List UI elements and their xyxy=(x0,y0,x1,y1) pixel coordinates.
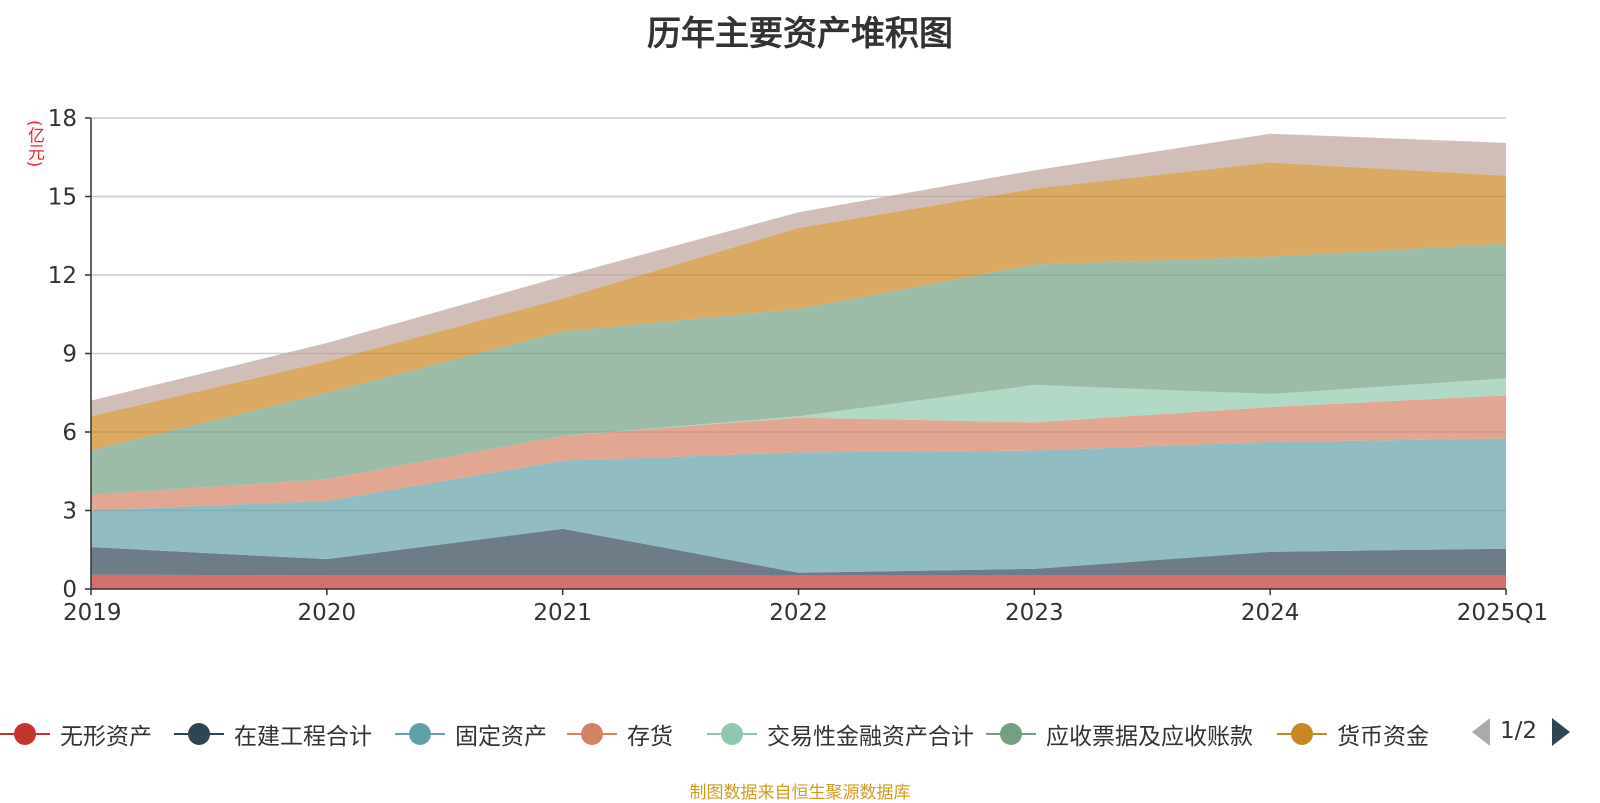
legend-item[interactable]: 交易性金融资产合计 xyxy=(707,716,974,752)
legend-marker-icon xyxy=(395,722,445,746)
axes: 0 3 6 9 12 15 18 2019 2020 2021 2022 2023 2024 2025Q1 xyxy=(48,106,1548,626)
legend-label: 在建工程合计 xyxy=(234,724,372,750)
legend-label: 存货 xyxy=(627,724,673,750)
stacked-area-chart: 0 3 6 9 12 15 18 2019 2020 2021 2022 2023 2024 2025Q1 xyxy=(48,106,1548,626)
area-series-2 xyxy=(91,528,1506,576)
area-series-layer xyxy=(91,133,1506,589)
x-tick-label: 2019 xyxy=(63,600,122,626)
area-series-5 xyxy=(91,378,1506,495)
area-series-1 xyxy=(91,574,1506,589)
y-tick-label: 0 xyxy=(62,577,77,603)
area-series-6 xyxy=(91,243,1506,495)
legend-marker-icon xyxy=(0,722,50,746)
legend-item[interactable]: 无形资产 xyxy=(0,716,152,752)
legend-next-page-button[interactable] xyxy=(1552,718,1570,746)
y-tick-label: 18 xyxy=(48,106,77,132)
legend-marker-icon xyxy=(1277,722,1327,746)
legend: 无形资产 在建工程合计 固定资产 存货 交易性金融资产合计 应收票据及应收账款 货币资金 xyxy=(0,716,1600,752)
y-axis-unit-label: (亿元) xyxy=(24,120,44,168)
area-series-4 xyxy=(91,395,1506,511)
y-tick-label: 6 xyxy=(62,420,77,446)
legend-marker-icon xyxy=(986,722,1036,746)
x-tick-label: 2021 xyxy=(533,600,592,626)
legend-item[interactable]: 在建工程合计 xyxy=(174,716,372,752)
legend-label: 交易性金融资产合计 xyxy=(767,724,974,750)
x-tick-label: 2025Q1 xyxy=(1457,600,1548,626)
area-series-8 xyxy=(91,133,1506,417)
legend-label: 固定资产 xyxy=(455,724,547,750)
data-source-note: 制图数据来自恒生聚源数据库 xyxy=(689,783,911,803)
y-tick-label: 12 xyxy=(48,263,77,289)
legend-item[interactable]: 应收票据及应收账款 xyxy=(986,716,1253,752)
legend-item[interactable]: 货币资金 xyxy=(1277,716,1429,752)
x-tick-label: 2020 xyxy=(298,600,357,626)
legend-prev-page-button[interactable] xyxy=(1472,718,1490,746)
chart-title: 历年主要资产堆积图 xyxy=(647,14,953,54)
area-series-3 xyxy=(91,438,1506,573)
legend-page-indicator: 1/2 xyxy=(1500,718,1538,744)
x-tick-label: 2023 xyxy=(1005,600,1064,626)
legend-label: 无形资产 xyxy=(60,724,152,750)
x-tick-label: 2022 xyxy=(769,600,828,626)
legend-marker-icon xyxy=(707,722,757,746)
legend-item[interactable]: 固定资产 xyxy=(395,716,547,752)
legend-label: 货币资金 xyxy=(1337,724,1429,750)
legend-marker-icon xyxy=(174,722,224,746)
y-tick-label: 3 xyxy=(62,499,77,525)
y-tick-label: 15 xyxy=(48,185,77,211)
legend-marker-icon xyxy=(567,722,617,746)
x-tick-label: 2024 xyxy=(1241,600,1300,626)
legend-item[interactable]: 存货 xyxy=(567,716,673,752)
area-series-7 xyxy=(91,162,1506,451)
y-tick-label: 9 xyxy=(62,342,77,368)
legend-label: 应收票据及应收账款 xyxy=(1046,724,1253,750)
